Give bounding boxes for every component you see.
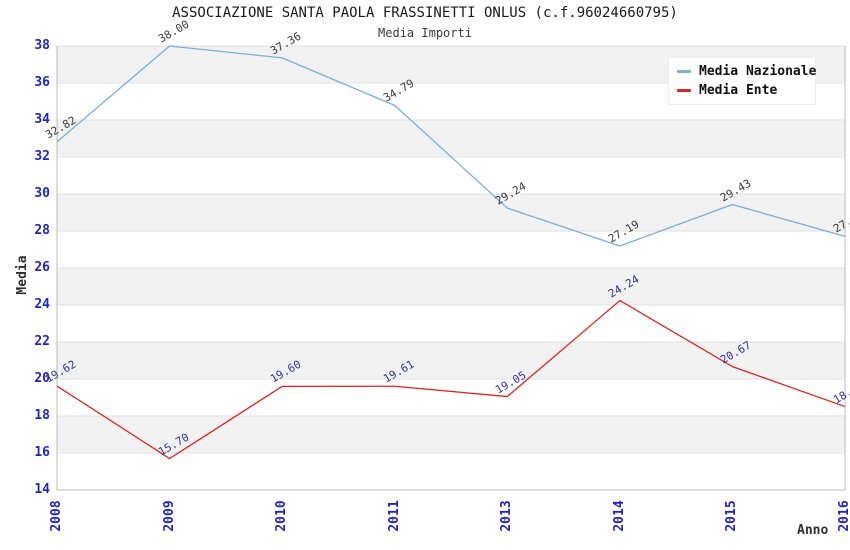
x-tick-2011: 2011 <box>386 500 402 532</box>
y-tick-28: 28 <box>34 223 50 238</box>
chart-subtitle: Media Importi <box>378 26 472 40</box>
y-tick-38: 38 <box>34 38 50 53</box>
x-tick-2008: 2008 <box>49 500 64 532</box>
x-tick-2009: 2009 <box>161 500 177 532</box>
legend-item-media-ente: Media Ente <box>669 83 815 98</box>
y-tick-34: 34 <box>34 112 50 127</box>
y-axis-title: Media <box>14 255 30 295</box>
chart-title: ASSOCIAZIONE SANTA PAOLA FRASSINETTI ONL… <box>172 5 678 21</box>
y-tick-36: 36 <box>34 75 50 90</box>
y-tick-14: 14 <box>34 482 50 497</box>
media-ente-line-swatch <box>677 89 691 92</box>
plot-band <box>57 194 845 231</box>
legend-label-media-ente: Media Ente <box>699 83 778 98</box>
plot-band <box>57 305 845 342</box>
legend: Media Nazionale Media Ente <box>668 57 816 105</box>
x-tick-2014: 2014 <box>611 500 627 532</box>
x-tick-2013: 2013 <box>499 500 515 532</box>
x-tick-2016: 2016 <box>837 500 850 532</box>
y-tick-26: 26 <box>34 260 50 275</box>
plot-band <box>57 231 845 268</box>
y-tick-16: 16 <box>34 445 50 460</box>
y-tick-18: 18 <box>34 408 50 423</box>
y-tick-20: 20 <box>34 371 50 386</box>
y-tick-32: 32 <box>34 149 50 164</box>
x-tick-2015: 2015 <box>724 500 740 532</box>
series-line-media-nazionale <box>56 45 846 247</box>
legend-item-media-nazionale: Media Nazionale <box>669 64 817 79</box>
x-tick-2010: 2010 <box>274 500 290 532</box>
plot-band <box>57 342 845 379</box>
plot-band <box>57 379 845 416</box>
legend-label-media-nazionale: Media Nazionale <box>699 64 817 79</box>
x-axis-title: Anno <box>797 523 829 538</box>
plot-band <box>57 157 845 194</box>
y-tick-30: 30 <box>34 186 50 201</box>
plot-band <box>57 453 845 490</box>
media-nazionale-line-swatch <box>677 70 691 73</box>
plot-band <box>57 120 845 157</box>
y-tick-22: 22 <box>34 334 50 349</box>
y-tick-24: 24 <box>34 297 50 312</box>
series-line-media-ente <box>56 299 846 460</box>
plot-band <box>57 268 845 305</box>
